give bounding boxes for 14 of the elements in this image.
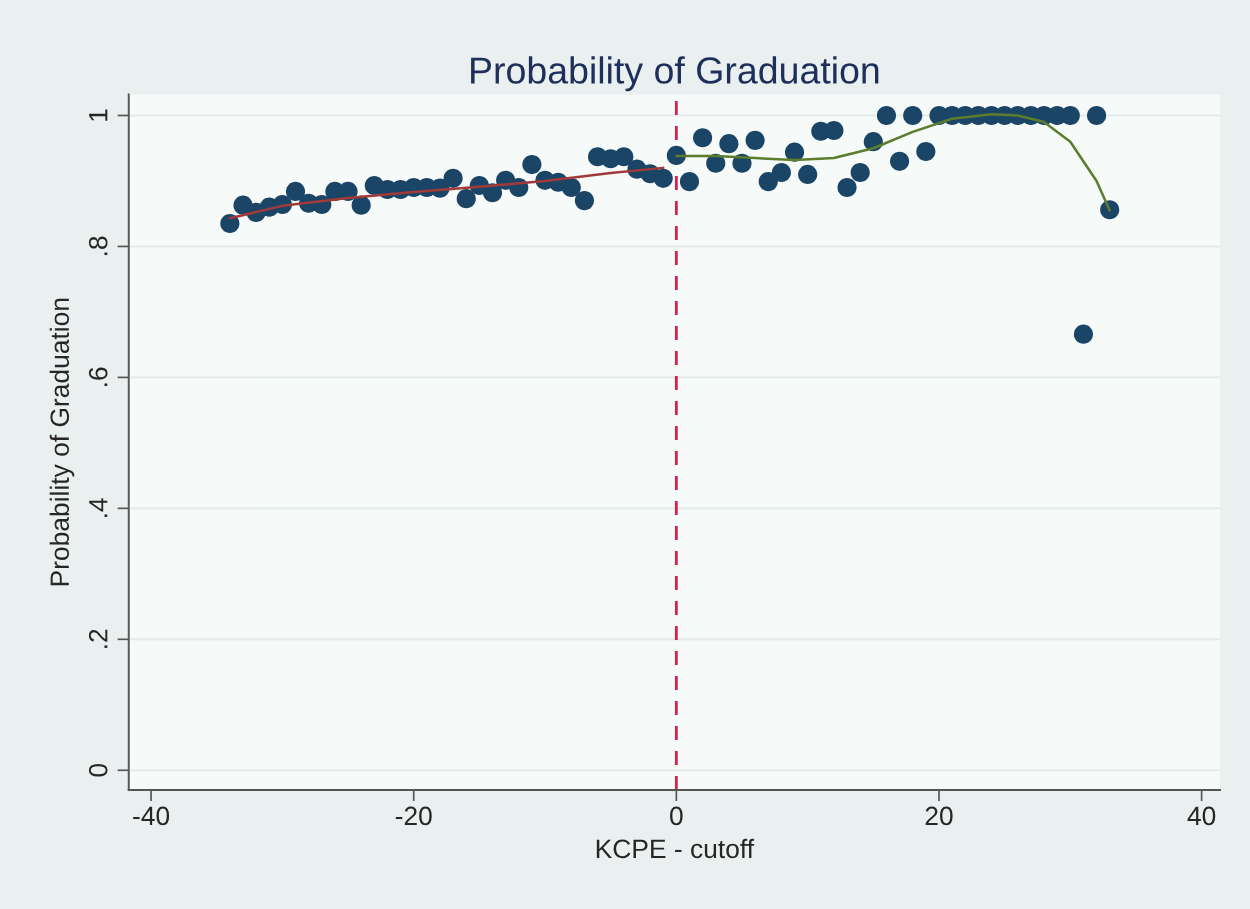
y-tick-label: .6	[88, 367, 108, 386]
y-tick-label: 0	[88, 763, 108, 777]
y-axis-title: Probability of Graduation	[49, 298, 75, 586]
x-tick-label: -20	[395, 806, 432, 826]
chart-title: Probability of Graduation	[471, 56, 879, 92]
x-tick-label: -40	[133, 806, 170, 826]
y-tick-label: .4	[89, 498, 108, 517]
x-tick-label: 40	[1187, 806, 1216, 826]
y-tick-label: 1	[89, 109, 108, 121]
y-tick-label: .2	[88, 629, 108, 648]
x-tick-label: 20	[925, 806, 953, 826]
x-axis-title: KCPE - cutoff	[596, 838, 755, 859]
x-tick-label: 0	[670, 806, 683, 826]
y-tick-label: .8	[88, 236, 108, 256]
